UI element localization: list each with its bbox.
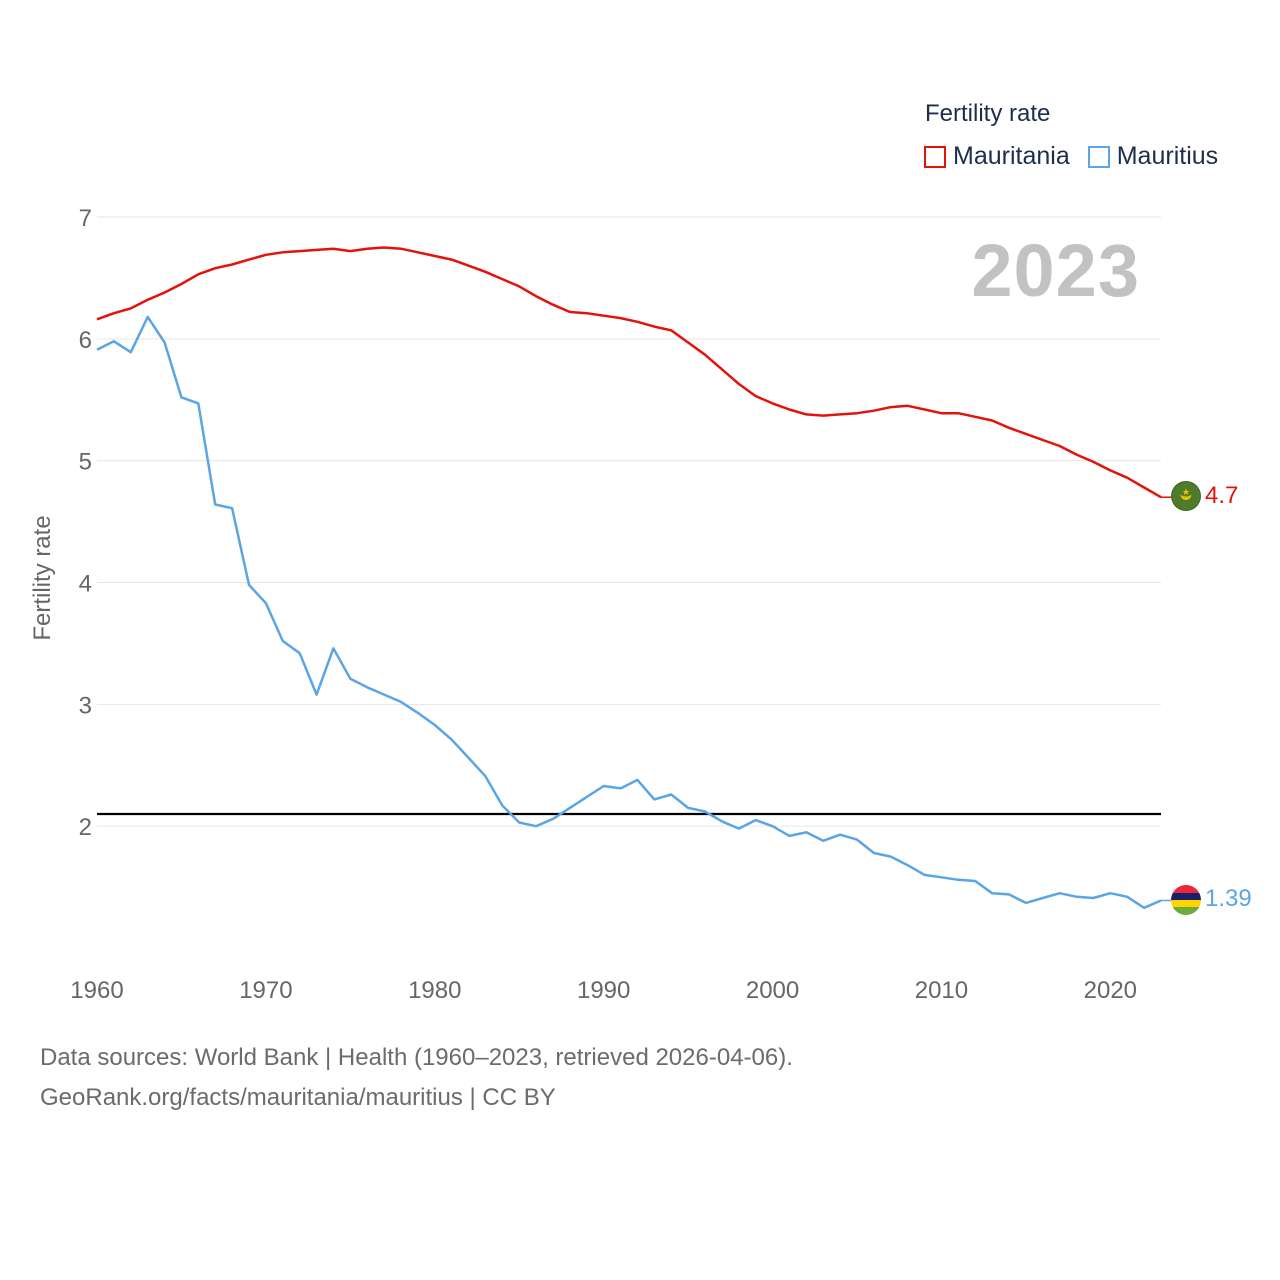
current-year-label: 2023 [971,229,1140,312]
legend-item-mauritius[interactable]: Mauritius [1087,142,1219,171]
end-labels: 4.7 1.39 [1205,482,1252,912]
mauritius-flag-icon [1171,885,1201,915]
legend-swatch-mauritius [1087,145,1110,168]
y-tick-label: 6 [79,327,92,354]
legend-label-mauritius: Mauritius [1116,142,1219,170]
x-tick-label: 1990 [577,977,630,1004]
y-tick-label: 2 [79,814,92,841]
source-line-1: Data sources: World Bank | Health (1960–… [40,1044,793,1071]
legend-item-mauritania[interactable]: Mauritania [924,142,1070,171]
y-axis-title: Fertility rate [29,515,56,641]
gridlines [97,216,1161,827]
series-line-mauritania[interactable] [96,246,1162,499]
legend-label-mauritania: Mauritania [953,142,1070,170]
x-tick-label: 2010 [915,977,968,1004]
axis-ticks: 2 3 4 5 6 7 1960 1970 1980 1990 2000 2010 2020 [70,205,1137,1004]
y-tick-label: 3 [79,692,92,719]
end-label-mauritania: 4.7 [1205,482,1238,509]
mauritania-flag-icon [1171,481,1201,511]
x-tick-label: 1960 [70,977,123,1004]
y-tick-label: 4 [79,571,92,598]
x-tick-label: 2020 [1084,977,1137,1004]
x-tick-label: 2000 [746,977,799,1004]
x-tick-label: 1970 [239,977,292,1004]
x-tick-label: 1980 [408,977,461,1004]
legend: Mauritania Mauritius [924,142,1236,171]
source-line-2[interactable]: GeoRank.org/facts/mauritania/mauritius |… [40,1084,556,1111]
legend-swatch-mauritania [924,145,946,168]
series-line-mauritius[interactable] [96,315,1162,910]
end-markers [1171,481,1201,915]
legend-title: Fertility rate [925,100,1051,127]
end-label-mauritius: 1.39 [1205,885,1252,912]
y-tick-label: 7 [79,205,92,232]
y-tick-label: 5 [79,449,92,476]
series-layer [96,246,1172,910]
